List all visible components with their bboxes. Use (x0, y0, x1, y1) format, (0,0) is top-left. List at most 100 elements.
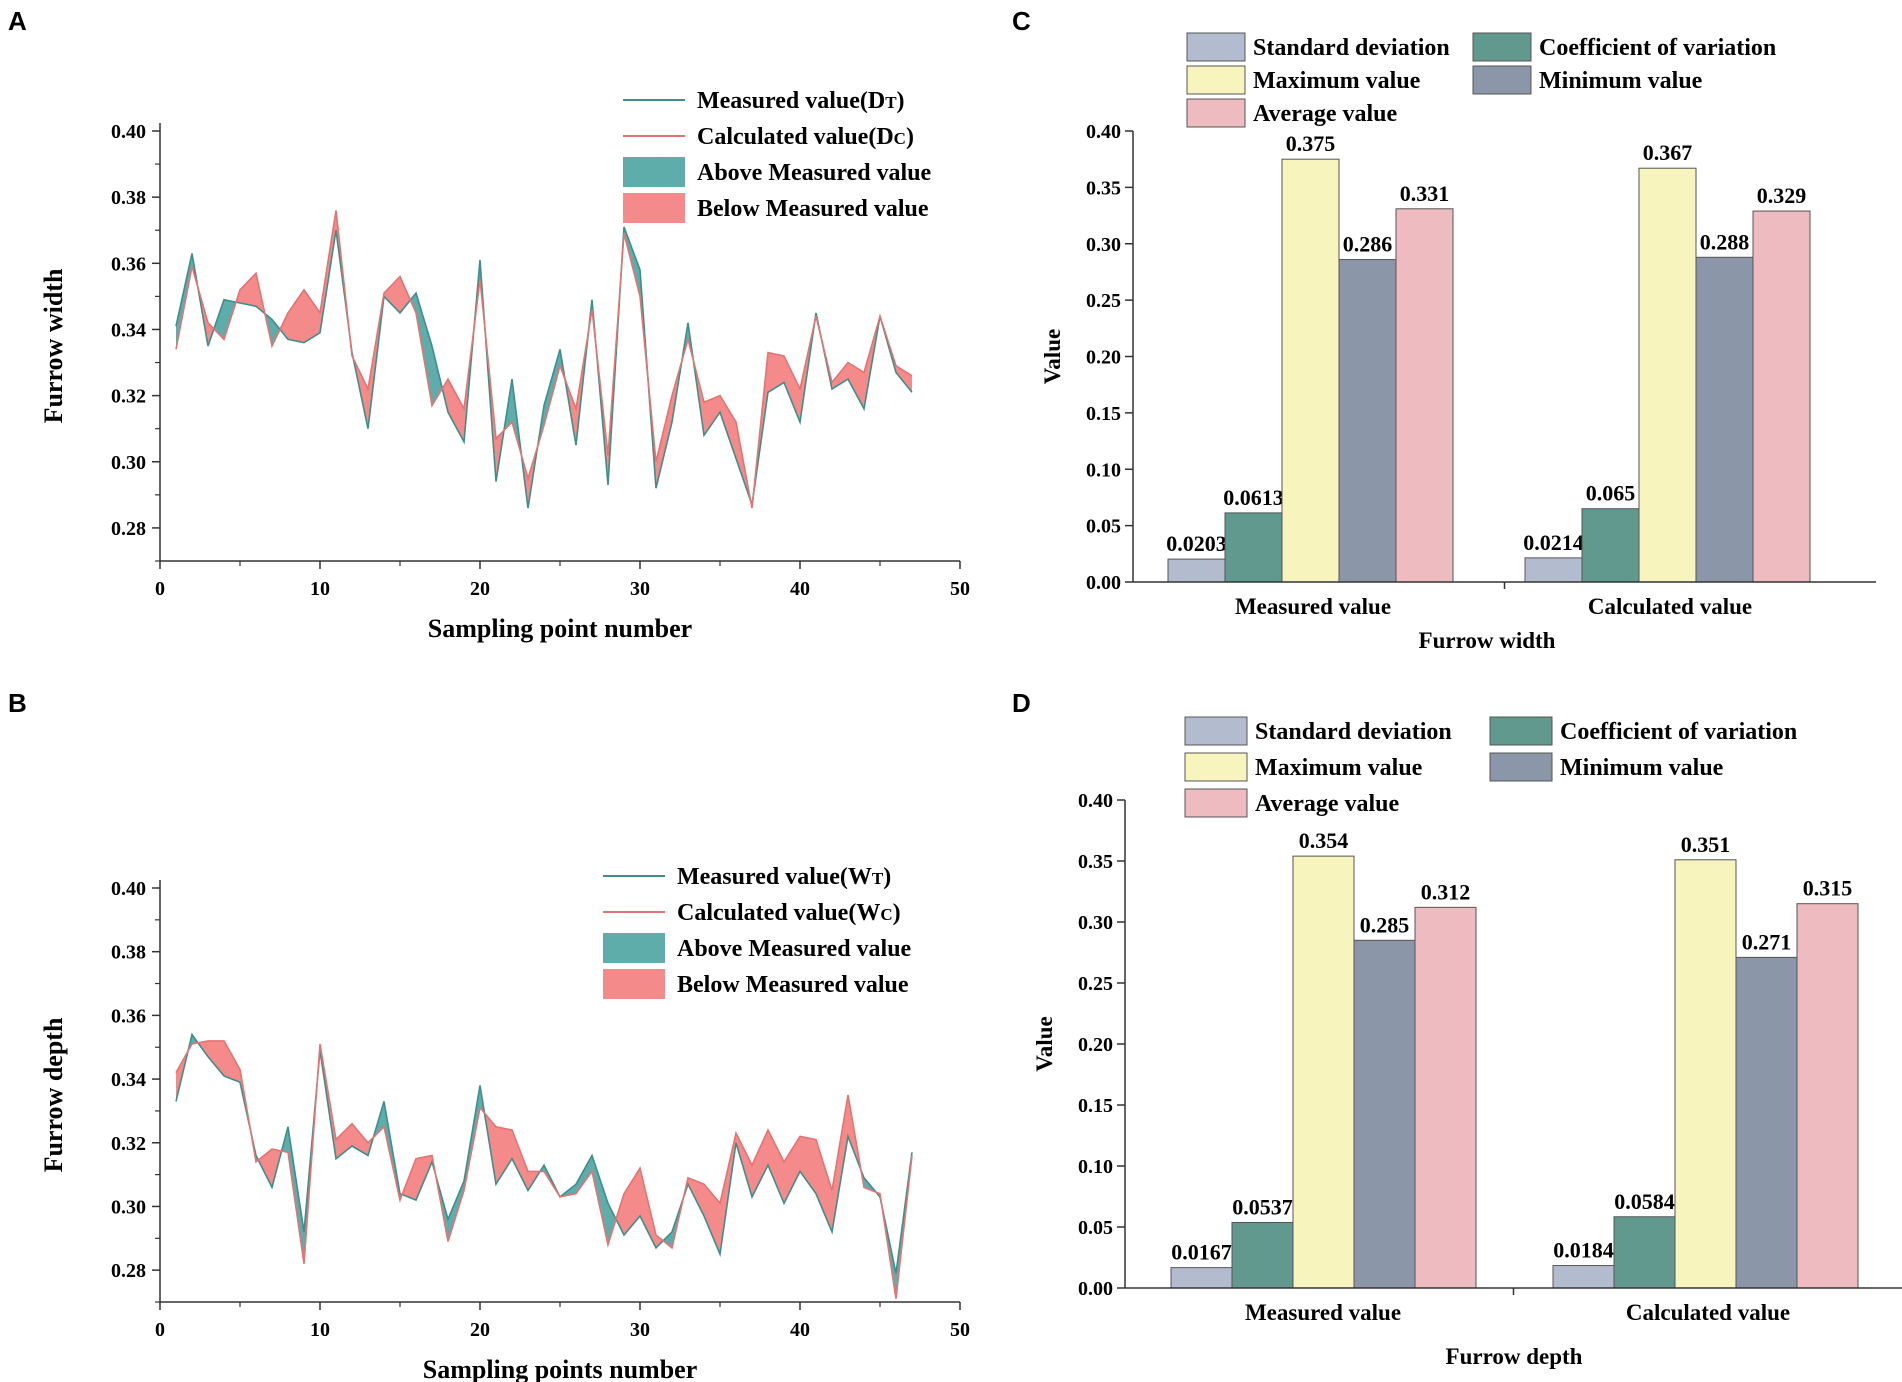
y-tick-label: 0.05 (1078, 1217, 1113, 1239)
x-tick-label: 20 (470, 1319, 490, 1341)
above-band (592, 1155, 608, 1245)
legend-text-main: Measured value(W (677, 864, 872, 890)
y-tick-label: 0.15 (1078, 1095, 1113, 1117)
legend-text-close: ) (906, 124, 914, 150)
below-band (784, 1136, 800, 1204)
below-band (512, 1130, 528, 1191)
legend-text-main: Calculated value(W (677, 900, 880, 926)
bar-data-label: 0.367 (1643, 140, 1693, 165)
category-label: Measured value (1245, 1300, 1401, 1325)
calculated-line (175, 210, 913, 509)
y-tick-label: 0.36 (111, 253, 146, 275)
above-band (576, 1155, 592, 1194)
legend-above-swatch (603, 933, 665, 963)
category-label: Calculated value (1626, 1300, 1790, 1325)
below-band (704, 1184, 720, 1255)
above-band (213, 299, 224, 340)
y-axis-title: Value (1040, 329, 1065, 384)
legend-cv-swatch (1472, 32, 1532, 62)
bar-data-label: 0.288 (1700, 229, 1750, 254)
above-band (272, 319, 280, 346)
legend-text-close: ) (897, 88, 905, 114)
legend-label: Below Measured value (697, 196, 929, 222)
below-band (832, 1095, 848, 1232)
panel-label: C (1012, 6, 1031, 36)
bar-cv-measured (1224, 512, 1283, 583)
legend-text-main: Below Measured value (697, 196, 929, 222)
y-tick-label: 0.34 (111, 319, 146, 341)
x-tick-label: 50 (950, 578, 970, 600)
bar-data-label: 0.375 (1286, 131, 1336, 156)
y-tick-label: 0.05 (1086, 516, 1121, 538)
y-tick-label: 0.28 (111, 1260, 146, 1282)
bar-data-label: 0.354 (1299, 828, 1349, 853)
legend-label: Minimum value (1539, 68, 1703, 94)
legend-min-swatch (1489, 752, 1553, 782)
legend-std-swatch (1184, 716, 1248, 746)
bar-data-label: 0.285 (1360, 912, 1410, 937)
y-tick-label: 0.30 (1086, 234, 1121, 256)
x-tick-label: 10 (310, 1319, 330, 1341)
category-label: Measured value (1235, 594, 1391, 619)
category-label: Calculated value (1588, 594, 1752, 619)
y-tick-label: 0.32 (111, 1133, 146, 1155)
bar-min-calculated (1735, 956, 1798, 1289)
below-band (656, 395, 672, 489)
panel-label: A (8, 6, 27, 36)
bar-cv-measured (1231, 1221, 1294, 1289)
legend-avg-swatch (1186, 98, 1246, 128)
below-band (496, 1126, 512, 1185)
legend-label: Coefficient of variation (1560, 719, 1797, 745)
above-band (288, 1126, 304, 1264)
y-tick-label: 0.40 (1078, 790, 1113, 812)
legend-below-swatch (603, 969, 665, 999)
y-tick-label: 0.30 (1078, 912, 1113, 934)
x-axis-title: Furrow width (1419, 628, 1556, 653)
bar-data-label: 0.315 (1803, 876, 1853, 901)
y-tick-label: 0.35 (1078, 851, 1113, 873)
below-band (224, 1040, 240, 1083)
legend-text-subscript: C (894, 129, 906, 148)
bar-avg-calculated (1752, 210, 1811, 583)
bar-data-label: 0.271 (1742, 929, 1792, 954)
legend-cv-swatch (1489, 716, 1553, 746)
y-tick-label: 0.30 (111, 452, 146, 474)
legend-text-close: ) (883, 864, 891, 890)
below-band (258, 1149, 272, 1188)
legend-label: Minimum value (1560, 755, 1724, 781)
x-tick-label: 50 (950, 1319, 970, 1341)
bar-data-label: 0.0214 (1523, 530, 1584, 555)
y-tick-label: 0.38 (111, 942, 146, 964)
below-band (240, 273, 256, 307)
bar-data-label: 0.0613 (1223, 485, 1284, 510)
bar-avg-measured (1395, 208, 1454, 583)
below-band (768, 352, 784, 393)
calculated-line (175, 1040, 913, 1299)
legend-label: Maximum value (1253, 68, 1421, 94)
legend-label: Average value (1253, 101, 1398, 127)
below-band (752, 1130, 768, 1197)
above-band (663, 1231, 672, 1248)
below-band (336, 1123, 352, 1159)
below-band (280, 312, 288, 340)
above-band (416, 293, 432, 406)
bar-data-label: 0.0584 (1614, 1189, 1675, 1214)
legend-max-swatch (1186, 65, 1246, 95)
above-band (432, 346, 443, 406)
bar-avg-measured (1414, 906, 1477, 1289)
measured-line (175, 1032, 913, 1274)
bar-cv-calculated (1613, 1216, 1676, 1289)
y-axis-title: Furrow width (39, 268, 68, 423)
y-tick-label: 0.00 (1078, 1278, 1113, 1300)
bar-data-label: 0.286 (1343, 232, 1393, 257)
bar-std-measured (1167, 558, 1226, 583)
legend-text-main: Above Measured value (677, 936, 912, 962)
bar-max-measured (1292, 855, 1355, 1289)
legend-label: Standard deviation (1253, 35, 1450, 61)
y-axis-title: Value (1032, 1016, 1057, 1071)
bar-data-label: 0.329 (1757, 183, 1807, 208)
legend-text-main: Above Measured value (697, 160, 932, 186)
legend-above-swatch (623, 157, 685, 187)
legend-text-main: Below Measured value (677, 972, 909, 998)
legend-max-swatch (1184, 752, 1248, 782)
